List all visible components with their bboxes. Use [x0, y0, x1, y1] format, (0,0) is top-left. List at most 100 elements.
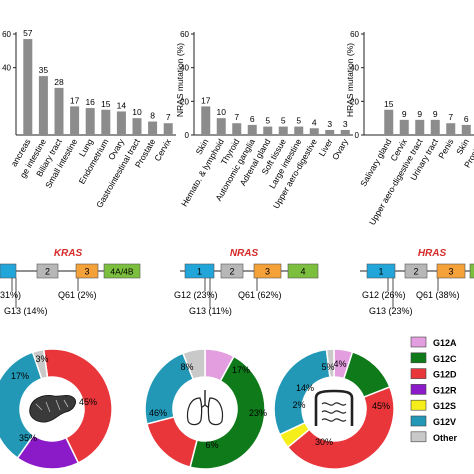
hras-donut-percent-label: 45% — [372, 401, 390, 411]
kras-bar-value-label: 14 — [117, 100, 127, 110]
kras-exon-4 — [103, 263, 141, 279]
nras-bar-value-label: 3 — [343, 119, 348, 129]
nras-bar — [294, 126, 304, 135]
nras-bar — [201, 106, 211, 135]
hras-donut-slice-g12v — [273, 348, 331, 436]
kras-bar-value-label: 15 — [101, 99, 111, 109]
nras-bar-value-label: 6 — [250, 114, 255, 124]
nras-donut-percent-label: 6% — [205, 440, 218, 450]
nras-g12-label: G12 (23%) — [174, 290, 218, 300]
nras-bar-value-label: 10 — [217, 107, 227, 117]
kras-exon-2 — [36, 263, 59, 279]
hras-exon-1 — [366, 263, 396, 279]
legend-swatch — [410, 431, 427, 443]
kras-gene-diagram: KRAS 2 3 4A/4B 31%) Q61 (2%) G13 (14%) — [0, 248, 141, 316]
legend-label: G12C — [433, 354, 457, 364]
kras-donut-percent-label: 35% — [19, 433, 37, 443]
hras-donut-slice-other — [325, 348, 335, 379]
hras-donut-slice-g12d — [286, 385, 395, 470]
kras-bar — [70, 106, 80, 135]
lungs-icon — [178, 382, 232, 436]
hras-y-tick-label: 60 — [350, 30, 359, 39]
nras-exon-2 — [220, 263, 244, 279]
hras-bar-value-label: 6 — [464, 114, 469, 124]
kras-bar-value-label: 35 — [39, 65, 49, 75]
kras-donut-percent-label: 3% — [35, 354, 48, 364]
legend-swatch — [410, 368, 427, 379]
nras-donut-slice-g12c — [189, 355, 266, 470]
nras-bar — [309, 128, 319, 135]
nras-bar-value-label: 5 — [265, 116, 270, 126]
intestine-icon — [307, 382, 361, 436]
hras-category-label: Penis — [436, 137, 455, 160]
legend-swatch — [410, 384, 427, 395]
nras-bar-value-label: 17 — [201, 95, 211, 105]
kras-bar-value-label: 10 — [132, 107, 142, 117]
hras-y-tick-label: 20 — [350, 97, 359, 106]
nras-donut-percent-label: 46% — [149, 408, 167, 418]
kras-q61-label: Q61 (2%) — [58, 290, 97, 300]
legend-swatch — [410, 399, 427, 411]
nras-bar — [247, 124, 257, 135]
hras-bar-value-label: 7 — [448, 112, 453, 122]
kras-donut-percent-label: 45% — [79, 397, 97, 407]
kras-bar — [54, 87, 64, 135]
kras-donut-percent-label: 17% — [11, 371, 29, 381]
legend-label: G12V — [433, 417, 456, 427]
legend-label: Other — [433, 433, 458, 443]
nras-exon-4-label: 4 — [300, 267, 305, 277]
kras-gene-title: KRAS — [54, 248, 83, 259]
hras-donut-percent-label: 30% — [315, 437, 333, 447]
hras-bar-value-label: 9 — [417, 109, 422, 119]
kras-g13-label: G13 (14%) — [4, 306, 48, 316]
hras-g13-label: G13 (23%) — [369, 306, 413, 316]
kras-donut-slice-g12d — [42, 348, 113, 464]
nras-bar-value-label: 5 — [281, 116, 286, 126]
hras-bar — [430, 119, 440, 135]
nras-q61-label: Q61 (62%) — [238, 290, 282, 300]
kras-g12-label: 31%) — [0, 290, 21, 300]
kras-donut-chart: 45% 17% 35% 3% — [0, 348, 113, 470]
kras-exon-3-label: 3 — [84, 267, 89, 277]
kras-bar-value-label: 57 — [23, 28, 33, 38]
nras-exon-3-label: 3 — [265, 267, 270, 277]
legend-swatch — [410, 415, 427, 427]
legend-swatch — [410, 352, 427, 364]
kras-exon-4-label: 4A/4B — [110, 267, 133, 277]
kras-y-tick-label: 40 — [2, 64, 11, 73]
kras-donut-slice-other — [31, 348, 49, 380]
kras-bar-value-label: 16 — [85, 97, 95, 107]
hras-bar-value-label: 9 — [402, 109, 407, 119]
kras-bar — [23, 39, 33, 135]
kras-bar — [163, 123, 173, 135]
kras-bar — [148, 121, 158, 135]
nras-y-tick-label: 60 — [180, 30, 189, 39]
nras-bar — [340, 129, 350, 135]
hras-bar-value-label: 15 — [384, 99, 394, 109]
kras-bar-value-label: 7 — [166, 112, 171, 122]
hras-bar-value-label: 9 — [433, 109, 438, 119]
nras-exon-1 — [184, 263, 215, 279]
nras-bar — [278, 126, 288, 135]
hras-y-axis: 0 20 40 60 — [350, 30, 474, 140]
kras-category-label: Cervix — [152, 136, 173, 163]
hras-donut-percent-label: 14% — [296, 383, 314, 393]
nras-bar-value-label: 3 — [327, 119, 332, 129]
nras-donut-slice-other — [181, 348, 206, 381]
hras-exon-2-label: 2 — [413, 267, 418, 277]
nras-bar-value-label: 7 — [234, 112, 239, 122]
hras-bar — [384, 109, 394, 135]
mutation-legend: G12A G12C G12D G12R G12S G12V Other — [410, 336, 458, 443]
kras-bar — [101, 109, 111, 135]
nras-category-label: Ovary — [330, 136, 350, 161]
hras-y-axis-label: HRAS mutation (%) — [345, 43, 355, 117]
legend-label: G12R — [433, 385, 457, 395]
kras-bar — [116, 111, 126, 135]
nras-bar — [216, 118, 226, 135]
hras-g12-label: G12 (26%) — [362, 290, 406, 300]
kras-exon-2-label: 2 — [45, 267, 50, 277]
hras-category-label: Salivary gland — [358, 137, 393, 188]
